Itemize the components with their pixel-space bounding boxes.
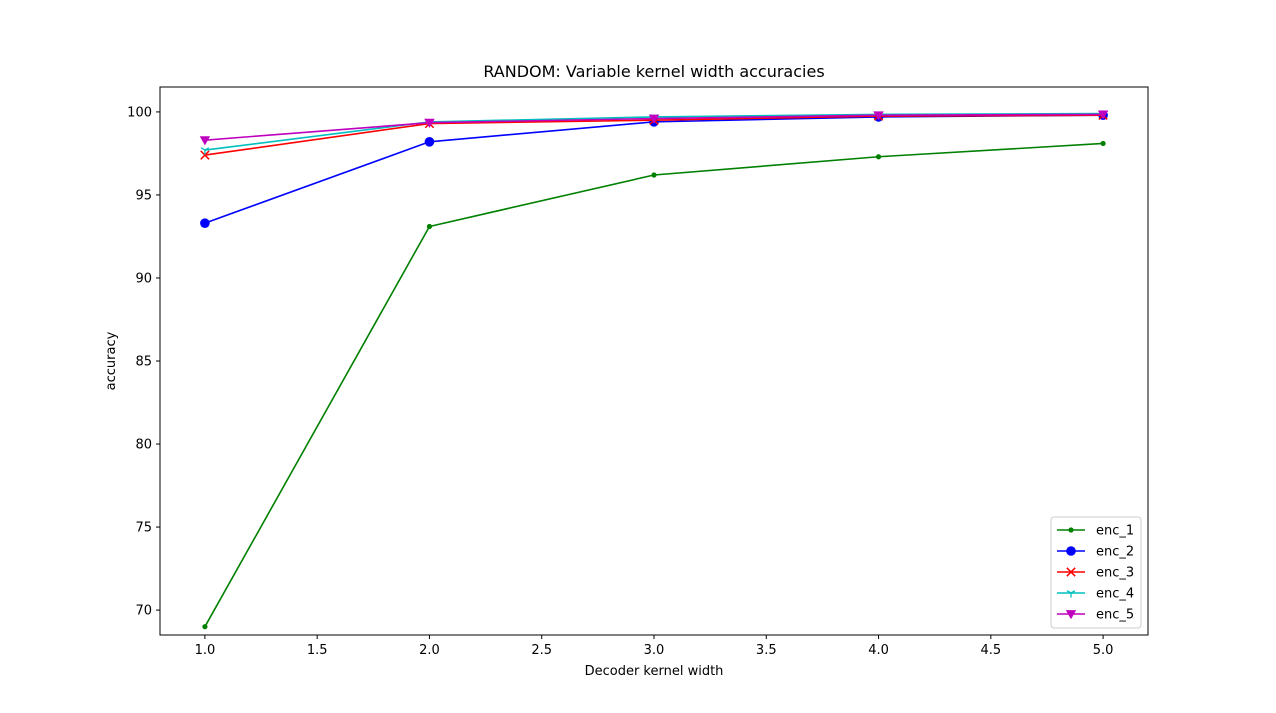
- y-tick-label: 90: [135, 271, 152, 286]
- legend-label-enc_2: enc_2: [1096, 545, 1134, 560]
- data-point-enc_5: [199, 136, 211, 146]
- x-tick-label: 1.5: [307, 643, 328, 658]
- legend: enc_1 enc_2 enc_3 enc_4 enc_5: [1050, 516, 1142, 629]
- series-layer: [199, 110, 1109, 630]
- x-tick-label: 4.5: [980, 643, 1001, 658]
- data-point-enc_2: [424, 137, 435, 147]
- y-tick-label: 95: [135, 188, 152, 203]
- x-axis-ticks: 1.0 1.5 2.0 2.5 3.0 3.5 4.0 4.5 5.0: [195, 635, 1114, 658]
- legend-label-enc_4: enc_4: [1096, 587, 1134, 602]
- data-point-enc_4: [200, 147, 210, 155]
- data-point-enc_3: [200, 150, 210, 160]
- y-tick-label: 70: [135, 604, 152, 619]
- legend-marker-enc_4: [1066, 590, 1076, 598]
- x-tick-label: 5.0: [1093, 643, 1114, 658]
- x-tick-label: 4.0: [868, 643, 889, 658]
- data-point-enc_2: [200, 218, 210, 228]
- legend-marker-enc_5: [1065, 610, 1077, 620]
- y-tick-label: 80: [135, 438, 152, 453]
- y-tick-label: 85: [135, 355, 152, 370]
- chart-title: RANDOM: Variable kernel width accuracies: [483, 62, 824, 81]
- data-point-enc_1: [875, 154, 882, 160]
- data-point-enc_1: [1100, 140, 1106, 147]
- legend-label-enc_1: enc_1: [1096, 524, 1134, 539]
- data-point-enc_1: [426, 223, 433, 230]
- legend-marker-enc_3: [1066, 567, 1076, 577]
- series-enc_5: [199, 110, 1109, 146]
- series-enc_1: [202, 140, 1106, 630]
- data-point-enc_5: [873, 111, 884, 121]
- legend-marker-enc_2: [1066, 546, 1076, 556]
- legend-marker-enc_1: [1068, 527, 1074, 533]
- data-point-enc_1: [651, 172, 657, 178]
- x-tick-label: 2.5: [531, 643, 552, 658]
- x-axis-label: Decoder kernel width: [585, 664, 724, 679]
- data-point-enc_5: [424, 118, 435, 128]
- plot-frame: [159, 86, 1149, 636]
- x-tick-label: 1.0: [195, 643, 216, 658]
- legend-label-enc_3: enc_3: [1096, 566, 1134, 581]
- y-axis-ticks: 70 75 80 85 90 95 100: [127, 105, 160, 619]
- data-point-enc_5: [1097, 110, 1109, 120]
- y-tick-label: 100: [127, 105, 152, 120]
- legend-box: [1050, 516, 1142, 629]
- x-tick-label: 2.0: [419, 643, 440, 658]
- legend-label-enc_5: enc_5: [1096, 608, 1134, 623]
- plot-area: [160, 87, 1148, 635]
- x-tick-label: 3.0: [644, 643, 665, 658]
- x-tick-label: 3.5: [756, 643, 777, 658]
- y-tick-label: 75: [135, 521, 152, 536]
- y-axis-label: accuracy: [104, 331, 119, 390]
- data-point-enc_5: [648, 114, 660, 124]
- data-point-enc_1: [202, 624, 208, 630]
